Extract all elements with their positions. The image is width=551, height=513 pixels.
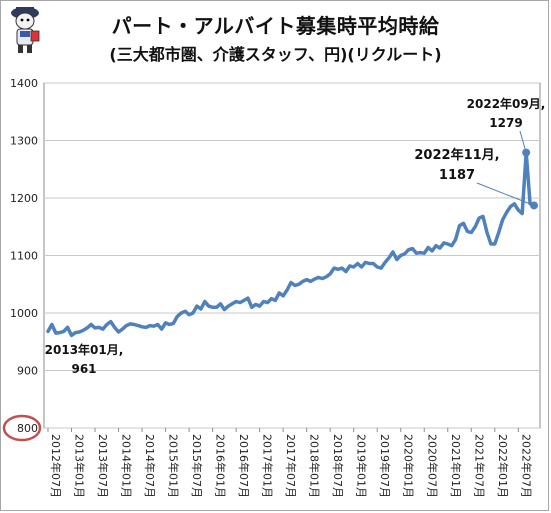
x-tick-label: 2014年01月 bbox=[120, 434, 134, 498]
y-tick-label: 900 bbox=[17, 365, 38, 378]
chart-title: パート・アルバイト募集時平均時給 bbox=[111, 14, 440, 38]
annotation-label: 2013年01月, bbox=[45, 342, 124, 357]
x-tick-label: 2015年07月 bbox=[190, 434, 204, 498]
y-tick-label: 1400 bbox=[10, 77, 38, 90]
x-tick-label: 2012年07月 bbox=[49, 434, 63, 498]
x-tick-label: 2018年01月 bbox=[308, 434, 322, 498]
x-tick-label: 2021年01月 bbox=[449, 434, 463, 498]
x-tick-label: 2013年01月 bbox=[73, 434, 87, 498]
x-tick-label: 2018年07月 bbox=[331, 434, 345, 498]
series-line bbox=[46, 150, 536, 338]
y-tick-label: 1000 bbox=[10, 307, 38, 320]
x-tick-label: 2020年07月 bbox=[425, 434, 439, 498]
x-tick-label: 2015年01月 bbox=[167, 434, 181, 498]
x-tick-label: 2016年07月 bbox=[237, 434, 251, 498]
annotation-label: 2022年09月, bbox=[467, 96, 546, 111]
annotation-value: 1279 bbox=[489, 116, 522, 130]
x-tick-label: 2022年07月 bbox=[519, 434, 533, 498]
x-tick-label: 2021年07月 bbox=[472, 434, 486, 498]
x-tick-label: 2022年01月 bbox=[496, 434, 510, 498]
x-tick-label: 2017年01月 bbox=[261, 434, 275, 498]
y-tick-label: 1200 bbox=[10, 192, 38, 205]
x-tick-label: 2016年01月 bbox=[214, 434, 228, 498]
annotation-leader bbox=[476, 182, 535, 206]
x-tick-label: 2019年01月 bbox=[355, 434, 369, 498]
x-tick-label: 2019年07月 bbox=[378, 434, 392, 498]
y-tick-label: 800 bbox=[17, 422, 38, 435]
chart-subtitle: (三大都市圏、介護スタッフ、円)(リクルート) bbox=[109, 45, 442, 64]
x-tick-label: 2020年01月 bbox=[402, 434, 416, 498]
annotation-point bbox=[522, 148, 531, 157]
y-tick-label: 1100 bbox=[10, 250, 38, 263]
x-tick-label: 2014年07月 bbox=[143, 434, 157, 498]
annotation-value: 961 bbox=[71, 362, 96, 376]
annotation-label: 2022年11月, bbox=[414, 147, 499, 163]
highlight-ellipse bbox=[2, 414, 42, 442]
y-tick-label: 1300 bbox=[10, 135, 38, 148]
mascot-icon bbox=[11, 7, 40, 53]
annotation-point bbox=[530, 201, 538, 210]
annotation-value: 1187 bbox=[439, 168, 475, 183]
x-tick-label: 2017年07月 bbox=[284, 434, 298, 498]
x-tick-label: 2013年07月 bbox=[96, 434, 110, 498]
